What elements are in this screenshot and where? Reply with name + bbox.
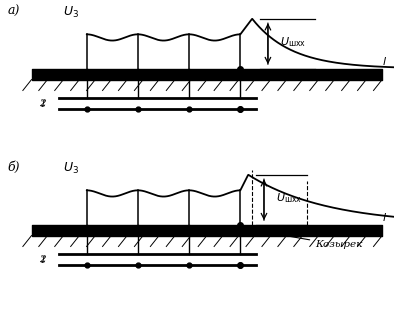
Text: $U_3$: $U_3$ <box>63 5 79 20</box>
Text: а): а) <box>8 5 20 18</box>
Text: $l$: $l$ <box>382 55 387 67</box>
Text: б): б) <box>8 161 20 174</box>
Text: Козырек: Козырек <box>243 228 362 249</box>
Text: $U_3$: $U_3$ <box>63 161 79 176</box>
Text: 1: 1 <box>39 256 46 265</box>
Text: 2: 2 <box>39 99 46 108</box>
Text: $U_{\rm шхх}$: $U_{\rm шхх}$ <box>280 35 306 49</box>
Text: 1: 1 <box>39 100 46 109</box>
Text: 2: 2 <box>39 255 46 264</box>
Text: $U_{\rm шхх}$: $U_{\rm шхх}$ <box>276 191 302 205</box>
Text: $l$: $l$ <box>382 211 387 223</box>
